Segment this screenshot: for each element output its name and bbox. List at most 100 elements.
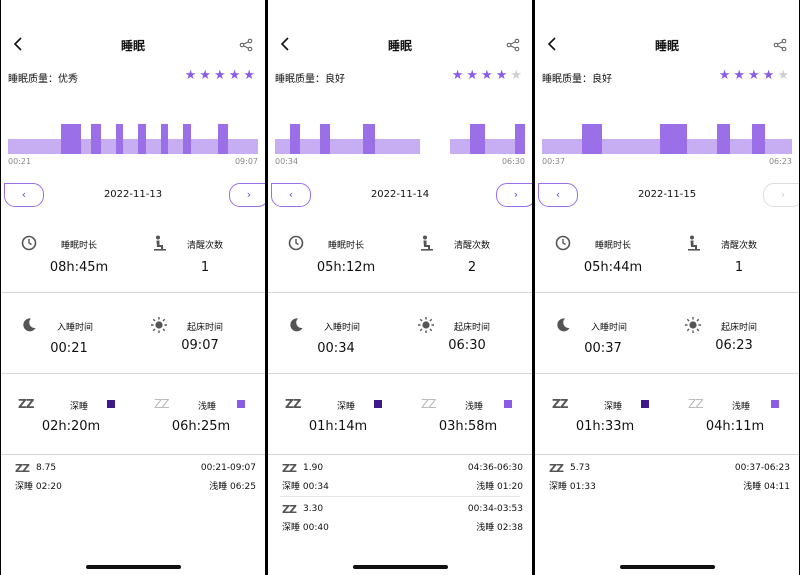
light-sleep-icon: ZZ [421, 397, 436, 411]
record-sleep-icon: ZZ [282, 462, 297, 475]
current-date: 2022-11-14 [370, 189, 430, 200]
sleep-panel: 睡眠 睡眠质量：良好 ★★★★★ 00:34 06:30 ‹ › 2022-11-14 睡眠时长… [268, 0, 532, 575]
bedtime-value: 00:21 [50, 341, 88, 356]
sleep-timeline-chart [542, 124, 792, 156]
timeline-start-label: 00:37 [542, 157, 566, 166]
divider [535, 292, 799, 293]
wake-count-label: 清醒次数 [186, 241, 223, 251]
record-score: 1.90 [303, 463, 324, 473]
record-sleep-icon: ZZ [15, 462, 30, 475]
share-icon[interactable] [506, 37, 520, 52]
next-day-button[interactable]: › [229, 183, 265, 207]
light-sleep-icon: ZZ [154, 397, 169, 411]
back-icon[interactable] [545, 36, 561, 52]
share-icon[interactable] [773, 37, 787, 52]
star-filled-icon: ★ [214, 68, 229, 83]
light-sleep-total: 06h:25m [171, 419, 231, 434]
deep-sleep-segment [183, 124, 191, 154]
deep-sleep-segment [320, 124, 330, 154]
star-filled-icon: ★ [748, 68, 763, 83]
record-light-sleep: 浅睡 02:38 [476, 523, 523, 533]
deep-sleep-segment [90, 124, 101, 154]
deep-sleep-total: 01h:14m [308, 419, 368, 434]
back-icon[interactable] [278, 36, 294, 52]
deep-sleep-legend-swatch [107, 400, 115, 408]
moon-icon [20, 316, 38, 334]
clock-icon [554, 234, 572, 252]
current-date: 2022-11-15 [637, 189, 697, 200]
light-sleep-label: 浅睡 [197, 402, 216, 412]
sleep-panel: 睡眠 睡眠质量：良好 ★★★★★ 00:37 06:23 ‹ › 2022-11-15 睡眠时长… [535, 0, 799, 575]
person-icon [418, 234, 436, 252]
deep-sleep-segment [218, 124, 228, 154]
moon-icon [554, 316, 572, 334]
watermark-logo: 蓝社 [731, 526, 788, 556]
page-title: 睡眠 [654, 39, 679, 53]
sleep-quality-label: 睡眠质量：优秀 [8, 74, 78, 85]
deep-sleep-label: 深睡 [69, 402, 88, 412]
share-icon[interactable] [239, 37, 253, 52]
star-filled-icon: ★ [718, 68, 734, 83]
light-sleep-label: 浅睡 [731, 402, 750, 412]
bedtime-value: 00:37 [584, 341, 622, 356]
deep-sleep-segment [515, 124, 525, 154]
star-filled-icon: ★ [466, 68, 482, 83]
sun-icon [684, 316, 702, 334]
duration-label: 睡眠时长 [594, 241, 631, 251]
wakeup-label: 起床时间 [186, 323, 223, 333]
record-sleep-icon: ZZ [282, 503, 297, 516]
next-day-button[interactable]: › [496, 183, 532, 207]
prev-day-button[interactable]: ‹ [538, 183, 578, 207]
back-icon[interactable] [11, 36, 27, 52]
sun-icon [150, 316, 168, 334]
divider [1, 292, 265, 293]
record-deep-sleep: 深睡 02:20 [15, 482, 62, 492]
timeline-end-label: 06:30 [501, 157, 525, 166]
sleep-panel: 睡眠 睡眠质量：优秀 ★★★★★ 00:21 09:07 ‹ › 2022-11-13 睡眠时长… [1, 0, 265, 575]
quality-stars: ★★★★★ [452, 68, 525, 83]
wake-count-label: 清醒次数 [720, 241, 757, 251]
sun-icon [417, 316, 435, 334]
deep-sleep-segment [659, 124, 687, 154]
record-light-sleep: 浅睡 01:20 [476, 482, 523, 492]
prev-day-button[interactable]: ‹ [4, 183, 44, 207]
bedtime-label: 入睡时间 [56, 323, 93, 333]
deep-sleep-segment [290, 124, 300, 154]
bedtime-label: 入睡时间 [590, 323, 627, 333]
divider [1, 373, 265, 374]
prev-day-button[interactable]: ‹ [271, 183, 311, 207]
timeline-start-label: 00:21 [8, 157, 32, 166]
bedtime-value: 00:34 [317, 341, 355, 356]
deep-sleep-segment [138, 124, 146, 154]
light-sleep-legend-swatch [771, 400, 779, 408]
home-indicator [620, 565, 715, 569]
star-filled-icon: ★ [451, 68, 467, 83]
record-score: 3.30 [303, 504, 324, 514]
duration-value: 08h:45m [49, 260, 109, 275]
timeline-end-label: 06:23 [768, 157, 792, 166]
clock-icon [20, 234, 38, 252]
star-filled-icon: ★ [184, 68, 200, 83]
deep-sleep-segment [60, 124, 81, 154]
record-time-range: 00:34-03:53 [467, 504, 523, 514]
light-sleep-legend-swatch [504, 400, 512, 408]
home-indicator [353, 565, 448, 569]
star-empty-icon: ★ [510, 68, 525, 83]
deep-sleep-segment [582, 124, 602, 154]
light-sleep-total: 03h:58m [438, 419, 498, 434]
person-icon [685, 234, 703, 252]
deep-sleep-segment [470, 124, 485, 154]
current-date: 2022-11-13 [103, 189, 163, 200]
next-day-button[interactable]: › [763, 183, 799, 207]
divider [268, 292, 532, 293]
light-sleep-segment [275, 139, 420, 154]
wakeup-value: 09:07 [181, 338, 219, 353]
light-sleep-label: 浅睡 [464, 402, 483, 412]
divider [268, 373, 532, 374]
star-filled-icon: ★ [762, 68, 778, 83]
deep-sleep-label: 深睡 [603, 402, 622, 412]
wakeup-value: 06:23 [715, 338, 753, 353]
star-filled-icon: ★ [243, 68, 258, 83]
wakeup-label: 起床时间 [453, 323, 490, 333]
deep-sleep-legend-swatch [374, 400, 382, 408]
